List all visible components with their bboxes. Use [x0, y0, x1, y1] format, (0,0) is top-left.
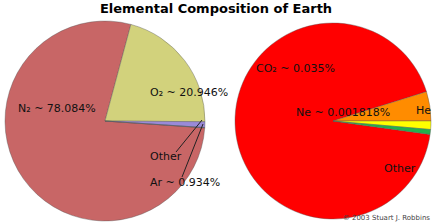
data-label: Ar ~ 0.934% — [150, 176, 220, 189]
data-label: CO₂ ~ 0.035% — [256, 62, 335, 75]
pie-slice — [333, 121, 431, 134]
label-value: ~ 0.035% — [277, 62, 335, 75]
data-label: Other — [384, 162, 416, 175]
label-arrow — [176, 120, 202, 152]
label-category: Other — [150, 150, 182, 163]
pie-group — [5, 21, 205, 221]
data-label: Ne ~ 0.001818% — [296, 106, 390, 119]
data-label: N₂ ~ 78.084% — [18, 102, 96, 115]
label-category: Ar — [150, 176, 163, 189]
pie-slice — [105, 121, 205, 128]
credit: © 2003 Stuart J. Robbins — [343, 214, 431, 222]
label-value: ~ 0.934% — [162, 176, 220, 189]
pie-slice — [5, 21, 205, 221]
pie-group — [235, 23, 431, 219]
pie-slice — [235, 23, 430, 219]
chart-title: Elemental Composition of Earth — [100, 1, 332, 16]
pie-slice — [105, 121, 205, 128]
label-category: CO₂ — [256, 62, 277, 75]
chart-canvas: N₂ ~ 78.084% O₂ ~ 20.946% Ar ~ 0.934% Other… — [0, 0, 432, 223]
data-label: He — [416, 104, 431, 117]
data-label: Other — [150, 150, 182, 163]
label-value: ~ 0.001818% — [311, 106, 390, 119]
pie-slice — [105, 24, 205, 121]
label-category: N₂ — [18, 102, 31, 115]
data-label: O₂ ~ 20.946% — [150, 86, 228, 99]
label-category: Other — [384, 162, 416, 175]
label-category: Ne — [296, 106, 311, 119]
label-value: ~ 20.946% — [163, 86, 228, 99]
label-category: O₂ — [150, 86, 163, 99]
label-value: ~ 78.084% — [31, 102, 96, 115]
label-category: He — [416, 104, 431, 117]
